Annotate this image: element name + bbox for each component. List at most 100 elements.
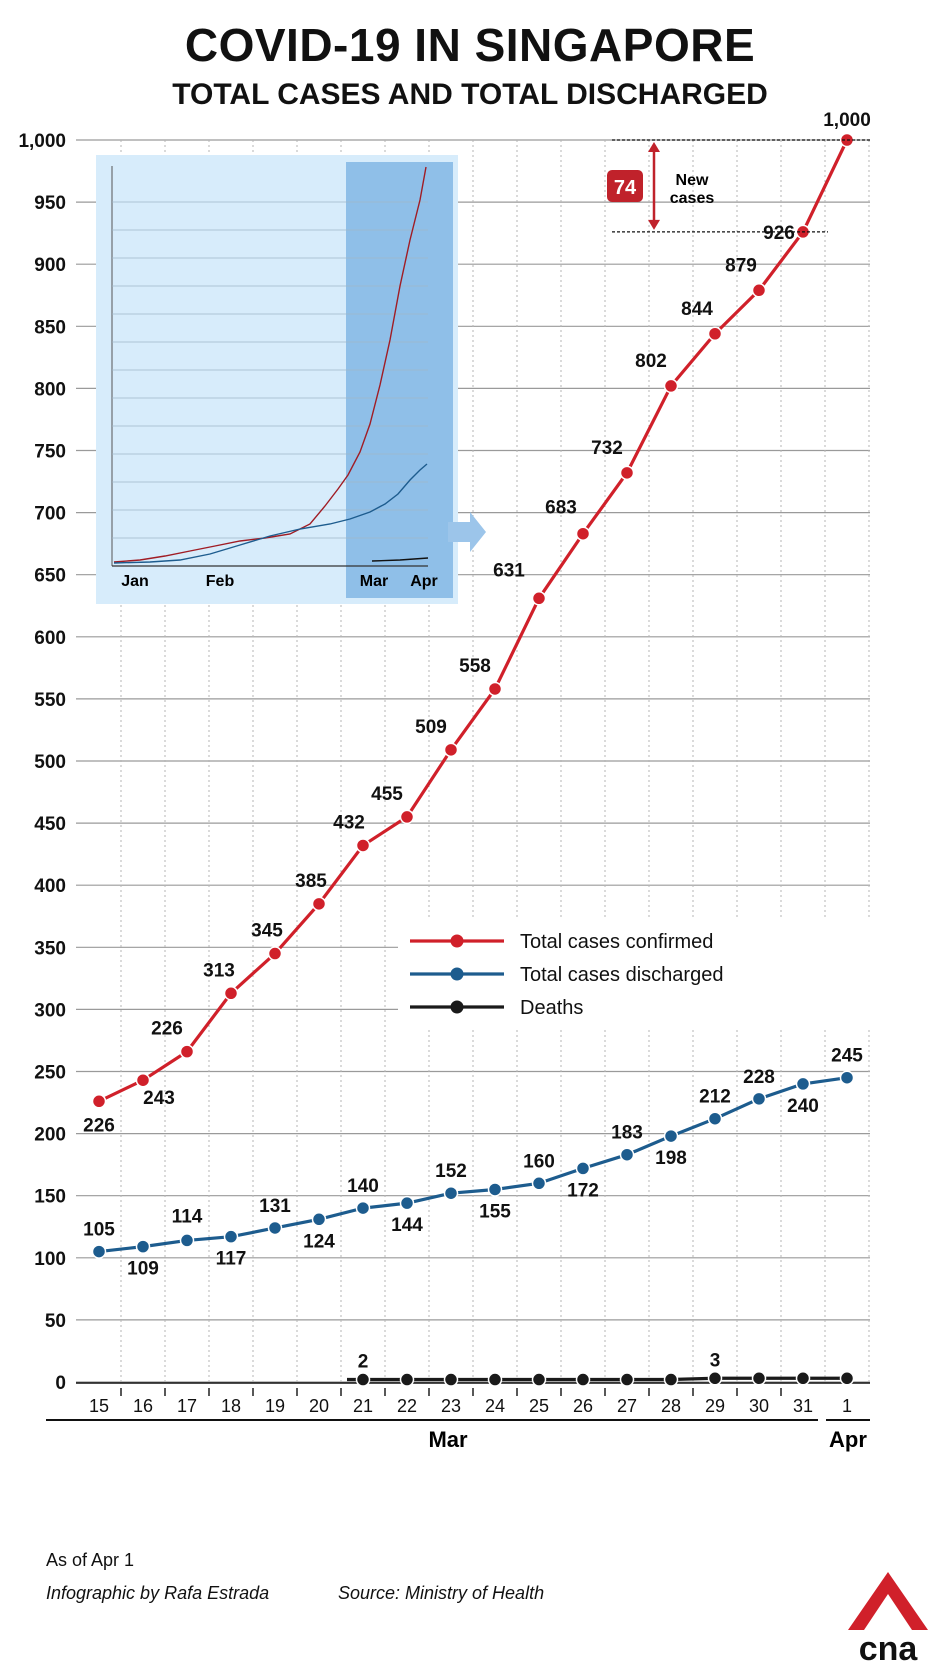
new-cases-badge bbox=[607, 170, 643, 202]
data-label: 432 bbox=[333, 812, 365, 833]
data-label: 114 bbox=[172, 1206, 203, 1227]
data-label: 455 bbox=[371, 784, 403, 805]
y-tick-label: 1,000 bbox=[18, 131, 66, 152]
data-point bbox=[135, 1239, 151, 1254]
data-point bbox=[443, 1372, 459, 1387]
chart-title: COVID-19 IN SINGAPORE bbox=[184, 19, 756, 71]
data-label: 631 bbox=[493, 560, 525, 581]
data-label: 732 bbox=[591, 438, 623, 459]
y-tick-label: 250 bbox=[34, 1063, 66, 1084]
inset-month-label: Jan bbox=[121, 573, 149, 590]
arrow-up-icon bbox=[648, 142, 660, 152]
data-label: 109 bbox=[127, 1259, 159, 1280]
data-point bbox=[663, 1372, 679, 1387]
series-1: 105 109 114 117 131 124 140 144 152 155 160 172 183 1… bbox=[83, 1046, 863, 1280]
legend-swatch-dot bbox=[450, 934, 464, 948]
inset-highlight bbox=[346, 162, 453, 598]
data-point bbox=[707, 326, 723, 342]
legend-swatch-dot bbox=[450, 1000, 464, 1014]
legend: Total cases confirmed Total cases dischar… bbox=[398, 920, 878, 1028]
data-point bbox=[487, 681, 503, 697]
data-point bbox=[619, 1147, 635, 1162]
data-point bbox=[795, 1371, 811, 1386]
data-point bbox=[91, 1244, 107, 1259]
data-label: 172 bbox=[567, 1180, 599, 1201]
x-tick-label: 19 bbox=[265, 1396, 285, 1416]
data-label: 879 bbox=[725, 255, 757, 276]
y-tick-label: 400 bbox=[34, 876, 66, 897]
data-label: 228 bbox=[743, 1067, 775, 1088]
y-tick-label: 800 bbox=[34, 379, 66, 400]
data-label: 152 bbox=[435, 1161, 467, 1182]
x-tick-label: 1 bbox=[842, 1396, 852, 1416]
y-tick-label: 850 bbox=[34, 317, 66, 338]
legend-label: Deaths bbox=[520, 997, 583, 1019]
data-point bbox=[267, 946, 283, 961]
data-label: 212 bbox=[699, 1087, 731, 1108]
data-label: 131 bbox=[259, 1196, 291, 1217]
data-point bbox=[707, 1111, 723, 1126]
y-tick-label: 650 bbox=[34, 566, 66, 587]
y-tick-label: 900 bbox=[34, 255, 66, 276]
data-label: 3 bbox=[710, 1350, 721, 1371]
data-point bbox=[179, 1233, 195, 1248]
data-label: 226 bbox=[151, 1019, 183, 1040]
data-point bbox=[487, 1372, 503, 1387]
data-point bbox=[619, 1372, 635, 1387]
data-point bbox=[795, 1076, 811, 1092]
legend-label: Total cases confirmed bbox=[520, 931, 713, 953]
x-tick-label: 17 bbox=[177, 1396, 197, 1416]
y-tick-label: 300 bbox=[34, 1000, 66, 1021]
data-label: 226 bbox=[83, 1115, 115, 1136]
data-label: 240 bbox=[787, 1096, 819, 1117]
y-tick-label: 550 bbox=[34, 690, 66, 711]
new-cases-label-line2: cases bbox=[670, 190, 715, 207]
source-note: Source: Ministry of Health bbox=[338, 1583, 545, 1603]
data-point bbox=[663, 378, 679, 394]
data-label: 844 bbox=[681, 299, 713, 320]
credit-note: Infographic by Rafa Estrada bbox=[46, 1583, 270, 1603]
y-tick-label: 750 bbox=[34, 442, 66, 463]
series-line bbox=[98, 1076, 848, 1254]
y-tick-label: 700 bbox=[34, 504, 66, 525]
chart-subtitle: TOTAL CASES AND TOTAL DISCHARGED bbox=[172, 78, 768, 111]
data-label: 558 bbox=[459, 656, 491, 677]
data-label: 1,000 bbox=[823, 110, 871, 131]
new-cases-label-line1: New bbox=[676, 172, 709, 189]
data-label: 105 bbox=[83, 1220, 115, 1241]
x-tick-label: 31 bbox=[793, 1396, 813, 1416]
x-tick-label: 15 bbox=[89, 1396, 109, 1416]
legend-swatch-dot bbox=[450, 967, 464, 981]
data-point bbox=[223, 986, 239, 1001]
arrow-down-icon bbox=[648, 219, 660, 230]
data-label: 117 bbox=[216, 1249, 247, 1270]
y-tick-label: 600 bbox=[34, 628, 66, 649]
data-label: 160 bbox=[523, 1151, 555, 1172]
data-point bbox=[531, 591, 547, 606]
data-label: 124 bbox=[303, 1231, 335, 1252]
data-point bbox=[751, 1091, 767, 1107]
data-point bbox=[619, 465, 635, 481]
data-point bbox=[267, 1220, 283, 1236]
data-label: 802 bbox=[635, 351, 667, 372]
x-tick-label: 25 bbox=[529, 1396, 549, 1416]
month-label-mar: Mar bbox=[428, 1427, 468, 1452]
y-tick-label: 0 bbox=[55, 1373, 66, 1394]
inset-discharged-line bbox=[113, 463, 428, 564]
series-0: 226 243 226 313 345 385 432 455 509 558 631 683 732 8… bbox=[83, 110, 871, 1136]
data-point bbox=[839, 1070, 855, 1085]
data-point bbox=[663, 1128, 679, 1144]
data-label: 140 bbox=[347, 1176, 379, 1197]
inset-cases-line bbox=[113, 166, 427, 563]
data-label: 155 bbox=[479, 1201, 511, 1222]
data-point bbox=[487, 1182, 503, 1197]
data-point bbox=[223, 1229, 239, 1244]
data-point bbox=[399, 1195, 415, 1211]
x-tick-label: 24 bbox=[485, 1396, 505, 1416]
series-line bbox=[98, 139, 849, 1103]
inset-arrow-icon bbox=[448, 512, 486, 552]
y-tick-label: 350 bbox=[34, 938, 66, 959]
